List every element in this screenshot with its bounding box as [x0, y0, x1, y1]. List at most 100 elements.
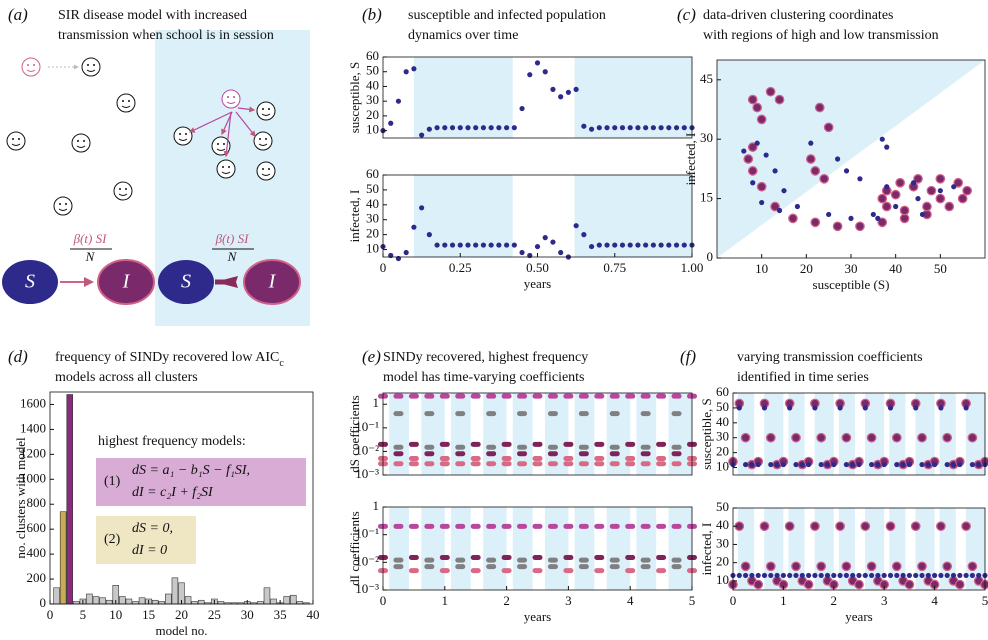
bar: [105, 599, 113, 605]
point: [953, 177, 964, 188]
model-number: (1): [104, 474, 121, 489]
point: [980, 579, 988, 590]
coefficient-dash: [640, 523, 651, 529]
coefficient-dash: [656, 554, 667, 560]
point: [900, 461, 906, 468]
x-tick-label: 4: [627, 593, 634, 608]
point: [963, 405, 969, 411]
point: [747, 94, 758, 105]
y-tick-label: 40: [716, 517, 729, 532]
y-tick-label: 800: [27, 495, 47, 510]
y-tick-label: 10: [366, 241, 379, 256]
coefficient-dash: [578, 523, 589, 529]
point: [765, 561, 776, 572]
x-tick-label: 5: [689, 593, 696, 608]
y-tick-label: 60: [716, 384, 729, 399]
coefficient-dash: [671, 461, 682, 467]
shaded-period: [574, 57, 692, 138]
point: [565, 89, 572, 95]
rate-denominator: N: [227, 249, 238, 264]
point: [944, 201, 955, 212]
point: [457, 242, 463, 248]
y-tick-label: 1: [373, 395, 380, 410]
x-tick-label: 0.25: [449, 260, 472, 275]
point: [841, 432, 852, 443]
coefficient-dash: [594, 568, 605, 574]
point: [810, 521, 820, 532]
point: [457, 125, 463, 131]
infected-child: [21, 57, 41, 77]
point: [967, 432, 978, 443]
point: [772, 168, 778, 174]
point: [619, 125, 626, 131]
panel-title: data-driven clustering coordinates: [703, 8, 893, 23]
high-transmission-region: [717, 60, 985, 258]
point: [938, 572, 944, 579]
x-tick-label: 0.75: [603, 260, 626, 275]
point: [411, 66, 417, 72]
y-tick-label: 10⁻³: [355, 466, 379, 481]
bar: [92, 596, 100, 605]
coefficient-dash: [609, 461, 620, 467]
point: [857, 176, 863, 182]
point: [954, 579, 965, 590]
y-tick-label: 10: [366, 122, 379, 137]
coefficient-dash: [393, 393, 404, 399]
point: [919, 211, 926, 218]
x-tick-label: 40: [307, 607, 320, 622]
point: [511, 125, 517, 131]
point: [823, 122, 834, 133]
x-tick-label: 3: [881, 593, 888, 608]
point: [806, 461, 812, 468]
coefficient-dash: [501, 456, 512, 462]
coefficient-dash: [501, 554, 512, 560]
model-equation: dI = 0: [132, 543, 167, 558]
y-tick-label: 30: [700, 130, 713, 145]
rate-numerator: β(t) SI: [73, 231, 107, 246]
point: [925, 572, 931, 579]
point: [904, 579, 915, 590]
point: [558, 94, 564, 100]
point: [643, 125, 649, 131]
point: [837, 405, 843, 411]
point: [942, 432, 953, 443]
point: [812, 572, 818, 579]
y-tick-label: 10⁻¹: [355, 419, 379, 434]
y-tick-label: 50: [716, 399, 729, 414]
point: [781, 188, 787, 194]
point: [835, 156, 841, 162]
panel-title: model has time-varying coefficients: [383, 370, 585, 385]
point: [403, 249, 409, 256]
model-number: (2): [104, 532, 121, 547]
coefficient-dash: [625, 393, 636, 399]
y-tick-label: 30: [366, 211, 379, 226]
point: [673, 125, 680, 131]
shaded-period: [636, 507, 657, 590]
coefficient-dash: [656, 523, 667, 529]
y-tick-label: 40: [716, 414, 729, 429]
coefficient-dash: [609, 393, 620, 399]
coefficient-dash: [578, 393, 589, 399]
x-tick-label: 3: [565, 593, 572, 608]
point: [950, 572, 957, 579]
panel-label: (c): [677, 5, 696, 24]
panel-a: (a) SIR disease model with increased tra…: [2, 5, 310, 326]
point: [932, 461, 938, 468]
point: [887, 405, 894, 411]
coefficient-dash: [547, 461, 558, 467]
point: [891, 561, 902, 572]
point: [806, 572, 812, 579]
marks: [53, 394, 310, 605]
panel-label: (f): [680, 347, 696, 366]
point: [612, 242, 618, 248]
axes-frame: [732, 392, 986, 476]
coefficient-dash: [408, 393, 419, 399]
point: [877, 193, 888, 204]
point: [419, 205, 425, 211]
point: [803, 579, 814, 590]
coefficient-dash: [594, 456, 605, 462]
panel-title: frequency of SINDy recovered low AICc: [55, 350, 284, 369]
y-tick-label: 45: [700, 71, 713, 86]
point: [812, 405, 818, 411]
x-tick-label: 15: [142, 607, 155, 622]
